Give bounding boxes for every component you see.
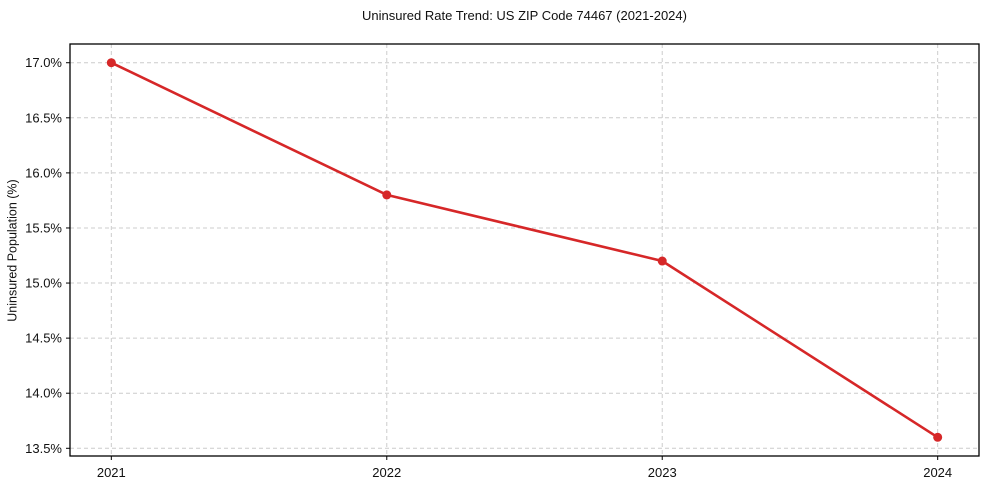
data-point [382,190,392,200]
x-tick-label: 2022 [372,465,401,480]
chart-title: Uninsured Rate Trend: US ZIP Code 74467 … [362,8,687,23]
y-tick-label: 15.0% [25,276,62,291]
y-tick-label: 16.0% [25,165,62,180]
y-tick-label: 16.5% [25,110,62,125]
y-tick-label: 14.5% [25,331,62,346]
y-tick-label: 17.0% [25,55,62,70]
x-tick-label: 2023 [648,465,677,480]
x-tick-label: 2024 [923,465,952,480]
y-tick-label: 14.0% [25,386,62,401]
data-point [106,58,116,68]
y-tick-label: 15.5% [25,220,62,235]
plot-border [69,43,980,457]
x-tick-label: 2021 [97,465,126,480]
data-point [657,256,667,266]
y-tick-label: 13.5% [25,441,62,456]
data-point [933,432,943,442]
trend-line [110,61,939,439]
